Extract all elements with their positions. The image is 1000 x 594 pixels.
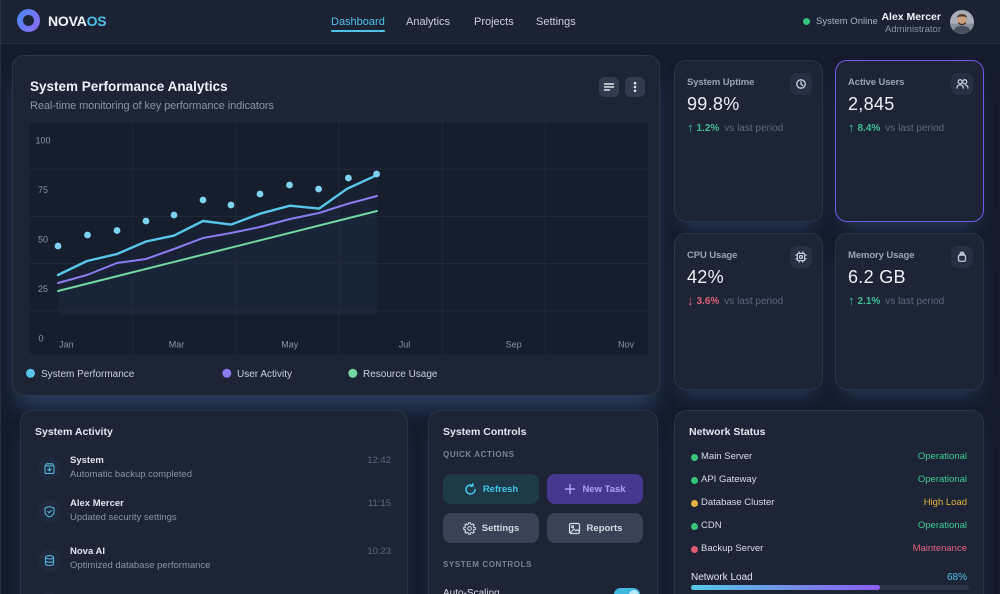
svg-text:25: 25 xyxy=(38,284,48,294)
svg-text:75: 75 xyxy=(38,185,48,195)
svg-text:Resource Usage: Resource Usage xyxy=(363,369,438,380)
svg-text:Jan: Jan xyxy=(59,340,74,350)
svg-text:50: 50 xyxy=(38,234,48,244)
svg-text:Jul: Jul xyxy=(399,340,411,350)
svg-text:Sep: Sep xyxy=(506,340,522,350)
svg-text:Mar: Mar xyxy=(169,340,185,350)
svg-text:0: 0 xyxy=(38,333,43,343)
svg-text:User Activity: User Activity xyxy=(237,369,292,380)
svg-text:100: 100 xyxy=(35,135,50,145)
svg-text:System Performance: System Performance xyxy=(41,369,135,380)
svg-text:May: May xyxy=(281,340,299,350)
svg-text:Nov: Nov xyxy=(618,340,635,350)
